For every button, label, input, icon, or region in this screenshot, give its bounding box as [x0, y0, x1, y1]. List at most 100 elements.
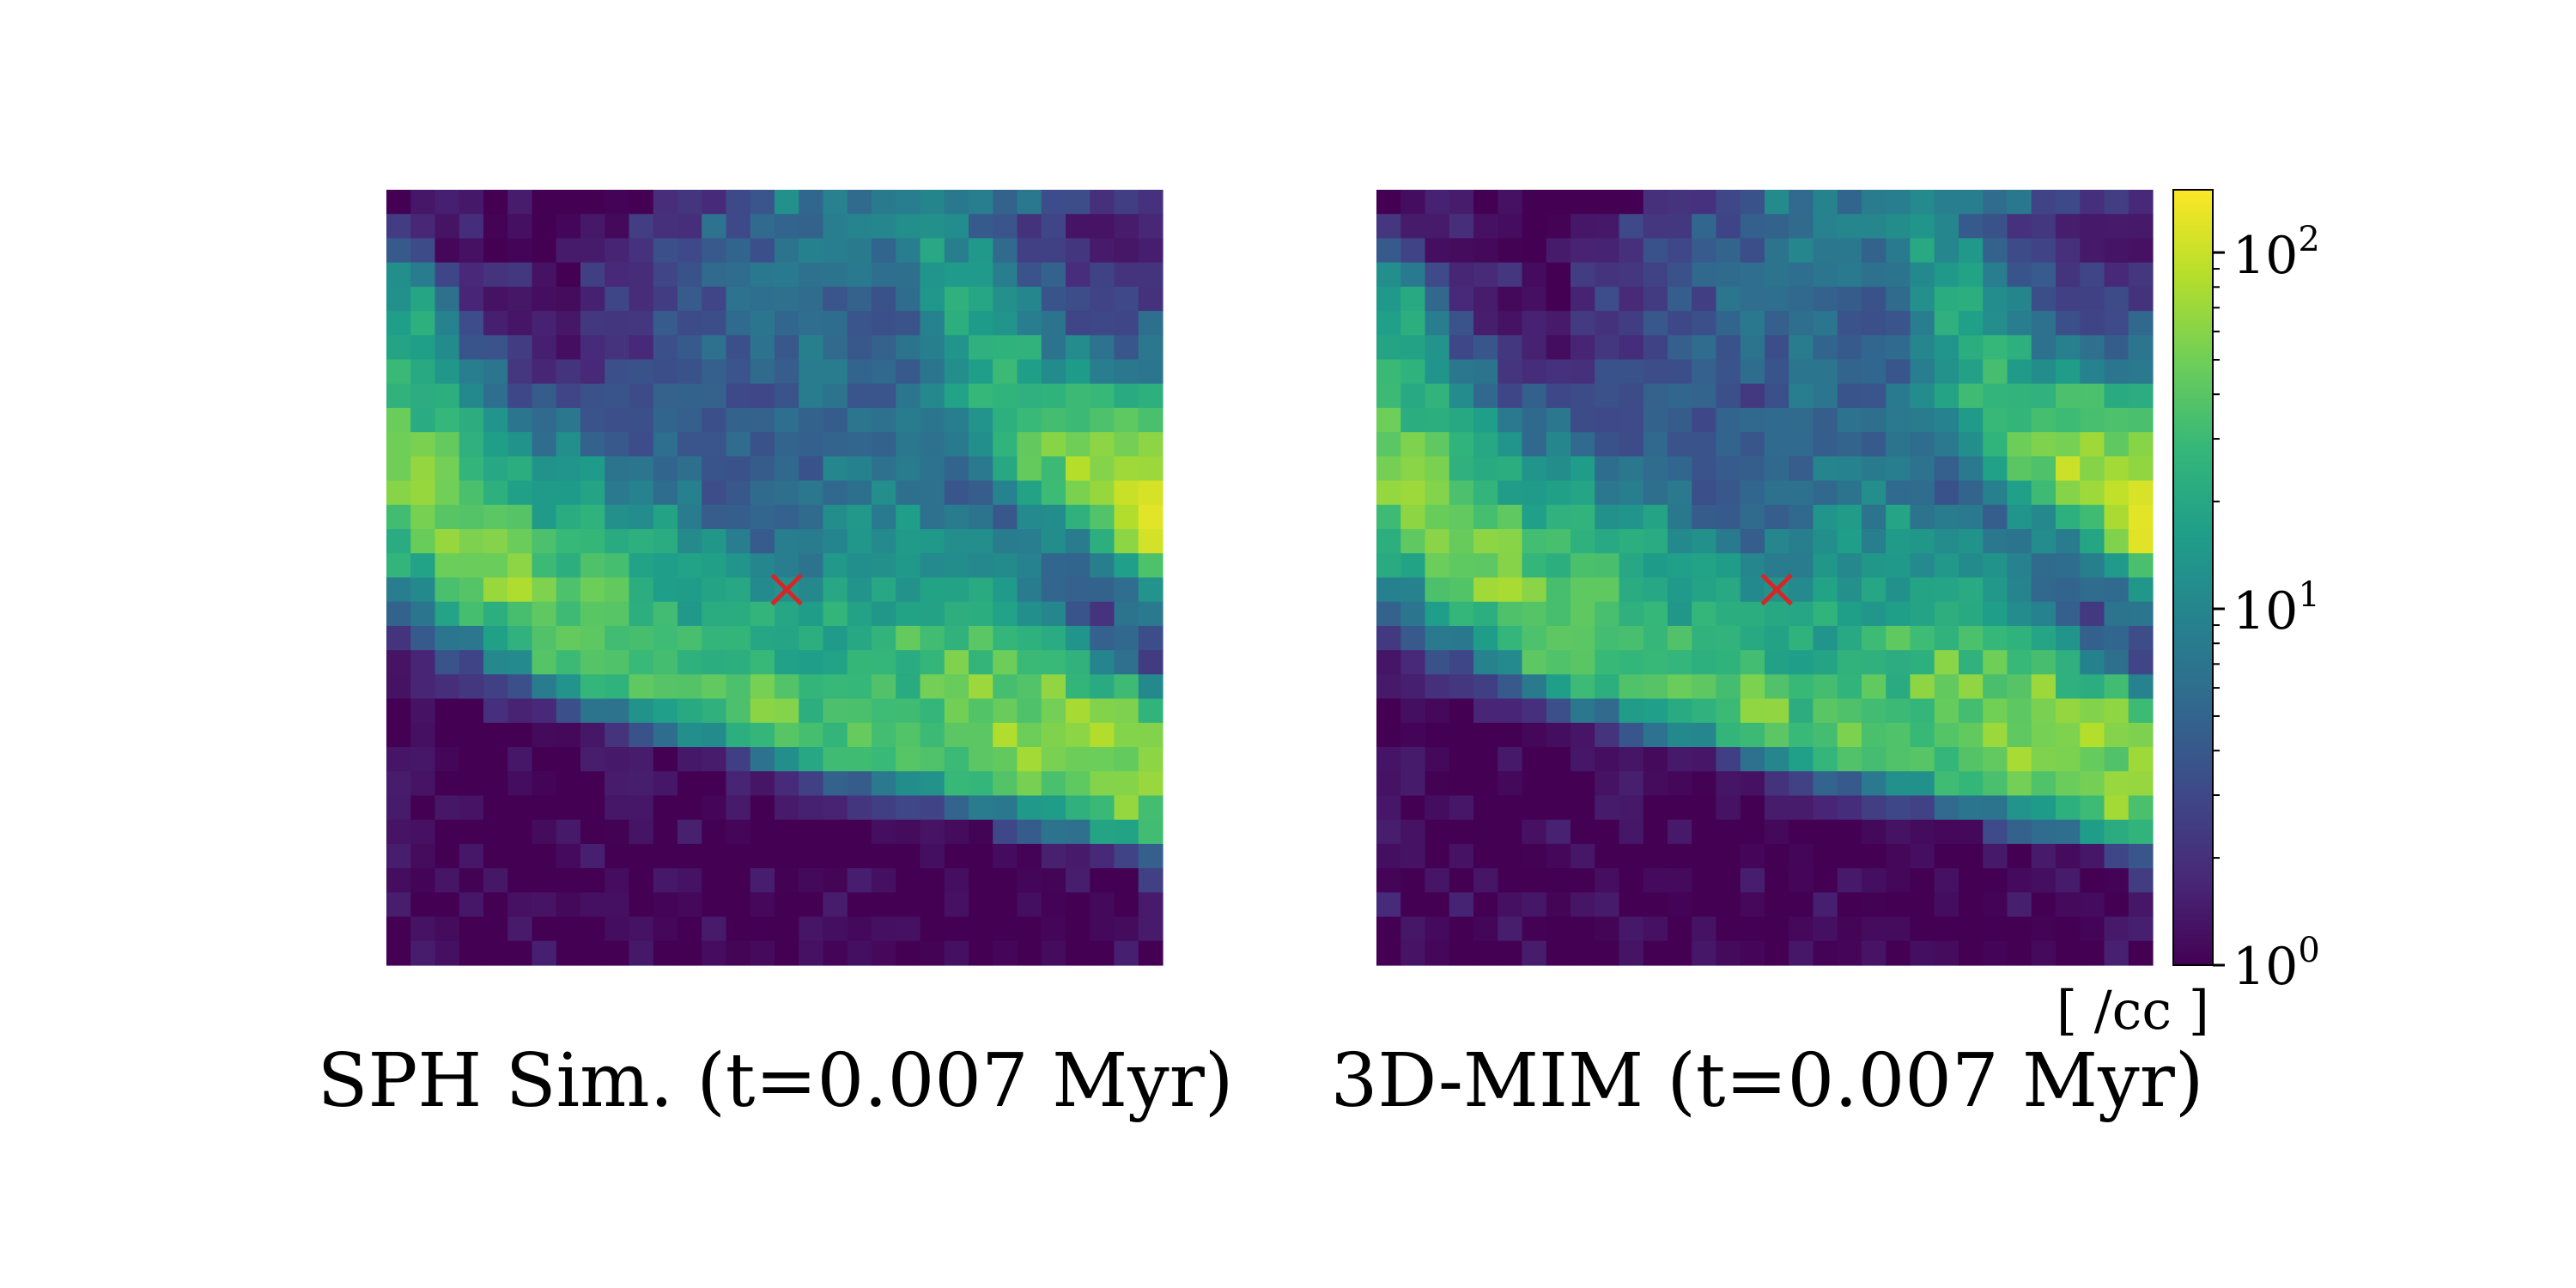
heatmap-cell — [580, 407, 605, 433]
heatmap-cell — [459, 650, 484, 675]
heatmap-cell — [507, 504, 533, 530]
heatmap-cell — [2056, 456, 2081, 482]
heatmap-cell — [1041, 432, 1066, 458]
heatmap-cell — [483, 892, 508, 918]
heatmap-cell — [556, 432, 581, 458]
heatmap-cell — [1789, 529, 1814, 554]
heatmap-cell — [847, 577, 872, 603]
heatmap-cell — [1522, 722, 1547, 748]
heatmap-cell — [410, 432, 436, 458]
heatmap-cell — [1066, 456, 1091, 482]
heatmap-cell — [1886, 698, 1911, 724]
heatmap-cell — [507, 940, 533, 966]
heatmap-cell — [410, 601, 436, 627]
heatmap-cell — [702, 286, 727, 312]
heatmap-cell — [1522, 456, 1547, 482]
heatmap-cell — [1837, 747, 1862, 772]
heatmap-cell — [1692, 843, 1717, 869]
heatmap-cell — [1813, 504, 1838, 530]
heatmap-cell — [1837, 795, 1862, 821]
heatmap-cell — [799, 916, 824, 942]
heatmap-cell — [1449, 190, 1474, 215]
heatmap-cell — [507, 335, 533, 361]
heatmap-cell — [1740, 214, 1765, 240]
heatmap-cell — [1716, 577, 1741, 603]
heatmap-cell — [2080, 286, 2105, 312]
heatmap-cell — [872, 916, 896, 942]
heatmap-cell — [1862, 383, 1886, 409]
heatmap-cell — [1498, 407, 1523, 433]
heatmap-cell — [2056, 625, 2081, 651]
heatmap-cell — [653, 383, 678, 409]
heatmap-cell — [944, 674, 969, 700]
heatmap-cell — [1837, 529, 1862, 554]
heatmap-cell — [1765, 432, 1789, 458]
heatmap-cell — [580, 311, 605, 336]
heatmap-cell — [896, 843, 921, 869]
heatmap-cell — [605, 480, 630, 506]
heatmap-cell — [944, 407, 969, 433]
heatmap-cell — [1740, 359, 1765, 385]
heatmap-cell — [1546, 601, 1571, 627]
heatmap-cell — [556, 843, 581, 869]
heatmap-cell — [1643, 456, 1668, 482]
heatmap-cell — [2007, 819, 2032, 845]
heatmap-cell — [483, 577, 508, 603]
heatmap-cell — [1425, 286, 1450, 312]
heatmap-cell — [1017, 625, 1042, 651]
heatmap-cell — [459, 553, 484, 579]
heatmap-cell — [969, 843, 993, 869]
heatmap-cell — [726, 771, 751, 797]
heatmap-cell — [1886, 819, 1911, 845]
colorbar-tick-label-2: 102 — [2233, 220, 2320, 286]
heatmap-cell — [1959, 625, 1984, 651]
heatmap-cell — [1886, 359, 1911, 385]
heatmap-cell — [507, 747, 533, 772]
heatmap-cell — [605, 747, 630, 772]
heatmap-cell — [1813, 383, 1838, 409]
heatmap-cell — [2056, 311, 2081, 336]
heatmap-cell — [1041, 504, 1066, 530]
heatmap-cell — [2007, 698, 2032, 724]
heatmap-cell — [386, 262, 411, 288]
heatmap-cell — [1668, 577, 1692, 603]
heatmap-cell — [726, 214, 751, 240]
heatmap-cell — [1114, 747, 1139, 772]
heatmap-cell — [1449, 480, 1474, 506]
heatmap-cell — [1595, 795, 1620, 821]
heatmap-cell — [1571, 432, 1595, 458]
heatmap-cell — [556, 771, 581, 797]
heatmap-cell — [2007, 311, 2032, 336]
heatmap-cell — [2031, 722, 2057, 748]
heatmap-cell — [969, 868, 993, 893]
heatmap-cell — [2031, 698, 2057, 724]
heatmap-cell — [556, 892, 581, 918]
heatmap-cell — [532, 650, 557, 675]
heatmap-cell — [896, 190, 921, 215]
heatmap-cell — [1425, 407, 1450, 433]
heatmap-cell — [1862, 868, 1886, 893]
heatmap-cell — [823, 722, 848, 748]
heatmap-cell — [775, 456, 799, 482]
heatmap-cell — [1066, 698, 1091, 724]
heatmap-cell — [1837, 722, 1862, 748]
heatmap-cell — [775, 916, 799, 942]
heatmap-cell — [1643, 940, 1668, 966]
heatmap-cell — [1643, 916, 1668, 942]
heatmap-cell — [1765, 843, 1789, 869]
heatmap-cell — [1886, 843, 1911, 869]
heatmap-cell — [1983, 892, 2008, 918]
heatmap-cell — [1473, 359, 1498, 385]
heatmap-cell — [1716, 747, 1741, 772]
heatmap-cell — [532, 553, 557, 579]
heatmap-cell — [1692, 892, 1717, 918]
heatmap-cell — [2080, 698, 2105, 724]
heatmap-cell — [1041, 214, 1066, 240]
heatmap-cell — [1498, 698, 1523, 724]
heatmap-cell — [1595, 335, 1620, 361]
heatmap-cell — [872, 383, 896, 409]
heatmap-cell — [1692, 214, 1717, 240]
heatmap-cell — [459, 190, 484, 215]
svg-text:101: 101 — [2233, 575, 2320, 641]
heatmap-cell — [1716, 892, 1741, 918]
